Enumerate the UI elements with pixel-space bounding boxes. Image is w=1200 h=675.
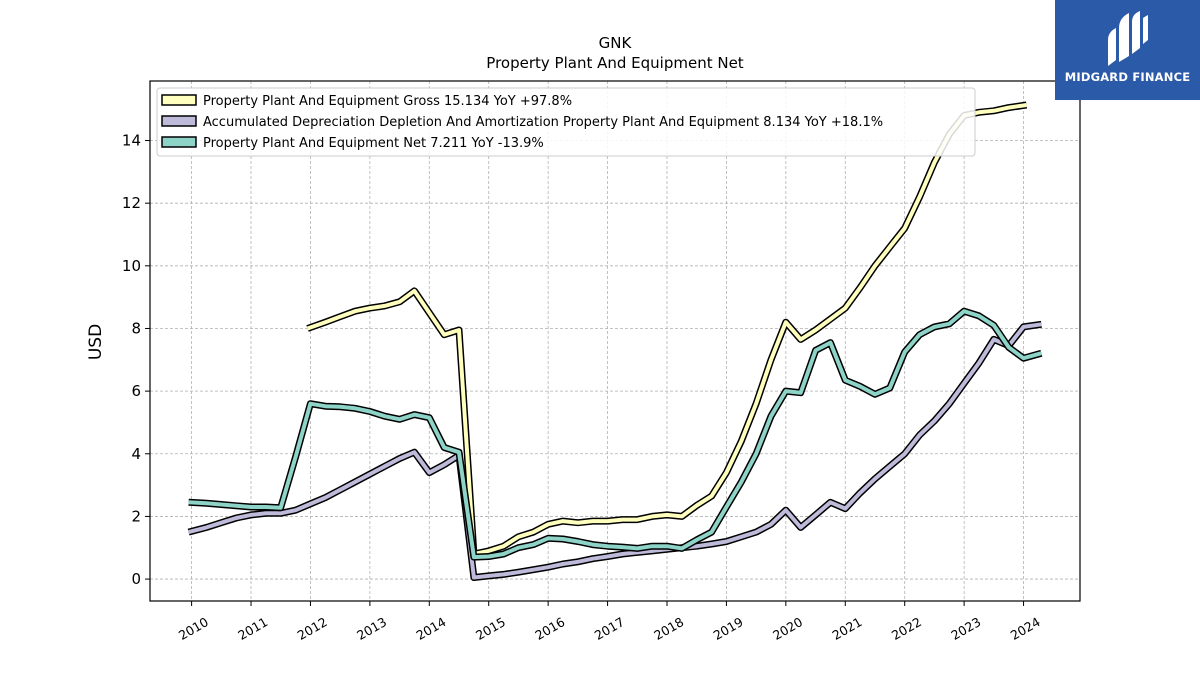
x-tick-label: 2013 [354, 614, 389, 643]
x-tick-label: 2019 [711, 614, 746, 643]
grid [150, 81, 1080, 601]
y-tick-label: 4 [131, 445, 141, 463]
y-tick-label: 0 [131, 570, 141, 588]
y-tick-label: 6 [131, 382, 141, 400]
x-tick-label: 2021 [829, 614, 864, 643]
brand-logo: MIDGARD FINANCE [1055, 0, 1200, 100]
plot-frame [149, 80, 1081, 602]
brand-name: MIDGARD FINANCE [1064, 70, 1191, 84]
legend-swatch [161, 94, 197, 106]
y-tick-label: 12 [122, 194, 141, 212]
legend-swatch [161, 115, 197, 127]
y-tick-label: 2 [131, 507, 141, 525]
y-ticks: 0 2 4 6 8 10 12 14 [122, 132, 150, 588]
legend-label: Property Plant And Equipment Gross 15.13… [203, 94, 572, 109]
y-tick-label: 8 [131, 319, 141, 337]
x-tick-label: 2023 [948, 614, 983, 643]
series-layer [187, 101, 1043, 581]
x-ticks: 2010 2011 2012 2013 2014 2015 2016 2017 2018 2019… [176, 601, 1043, 643]
series-line-3 [188, 309, 1042, 560]
x-tick-label: 2014 [414, 614, 449, 643]
chart-subtitle: Property Plant And Equipment Net [486, 54, 743, 72]
legend-swatch [161, 136, 197, 148]
series-outline-2 [187, 320, 1042, 581]
y-tick-label: 10 [122, 257, 141, 275]
chart-title: GNK [599, 34, 633, 52]
x-tick-label: 2011 [235, 614, 270, 643]
x-tick-label: 2012 [295, 614, 330, 643]
y-axis-label: USD [86, 324, 106, 360]
legend-label: Accumulated Depreciation Depletion And A… [203, 115, 883, 130]
x-tick-label: 2020 [770, 614, 805, 643]
legend-box [156, 87, 976, 157]
x-tick-label: 2024 [1008, 614, 1043, 643]
x-tick-label: 2017 [592, 614, 627, 643]
x-tick-label: 2010 [176, 614, 211, 643]
legend-label: Property Plant And Equipment Net 7.211 Y… [203, 136, 544, 151]
series-line-1 [306, 103, 1027, 556]
x-tick-label: 2022 [889, 614, 924, 643]
x-tick-label: 2018 [651, 614, 686, 643]
y-tick-label: 14 [122, 132, 141, 150]
logo-mark-icon [1108, 11, 1148, 66]
legend: Property Plant And Equipment Gross 15.13… [156, 87, 976, 157]
x-tick-label: 2015 [473, 614, 508, 643]
x-tick-label: 2016 [532, 614, 567, 643]
series-line-2 [188, 322, 1042, 580]
